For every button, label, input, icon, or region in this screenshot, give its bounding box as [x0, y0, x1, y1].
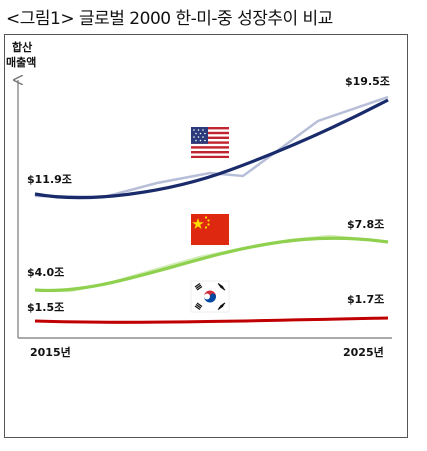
- kr-end-label: $1.7조: [347, 293, 384, 306]
- kr-start-label: $1.5조: [27, 301, 64, 314]
- x-tick-start: 2015년: [30, 345, 71, 359]
- y-axis-title-line2: 매출액: [6, 55, 36, 69]
- us-end-label: $19.5조: [345, 75, 390, 88]
- cn-end-label: $7.8조: [347, 218, 384, 231]
- chart-frame: [4, 34, 408, 438]
- figure-caption: <그림1> 글로벌 2000 한-미-중 성장추이 비교: [6, 9, 333, 29]
- us-trend-line: [34, 98, 389, 200]
- x-tick-end: 2025년: [343, 345, 384, 359]
- cn-trend-line: [34, 236, 389, 293]
- us-start-label: $11.9조: [27, 173, 72, 186]
- kr-trend-line: [34, 316, 389, 324]
- cn-flag-icon: [191, 214, 229, 245]
- us-flag-icon: [191, 127, 229, 158]
- y-axis-title-line1: 합산: [12, 40, 32, 54]
- cn-start-label: $4.0조: [27, 266, 64, 279]
- kr-flag-icon: [190, 280, 230, 313]
